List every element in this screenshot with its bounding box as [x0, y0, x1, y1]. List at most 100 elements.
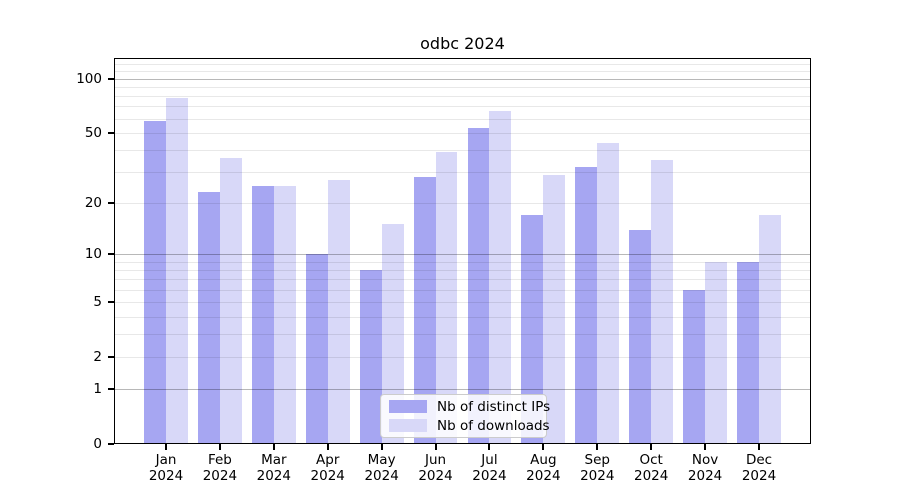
bar-downloads-may: [381, 224, 404, 444]
gridline-minor: [114, 172, 811, 174]
x-tick-month: Feb: [207, 452, 232, 468]
x-tick-mark: [704, 444, 707, 450]
x-tick-mark: [542, 444, 545, 450]
bar-downloads-aug: [543, 174, 566, 444]
x-tick-year: 2024: [687, 468, 723, 484]
x-tick-label: Mar 2024: [242, 452, 306, 484]
bar-downloads-apr: [327, 180, 350, 444]
x-tick-label: May 2024: [350, 452, 414, 484]
legend-swatch-downloads: [389, 419, 427, 432]
legend-label-downloads: Nb of downloads: [437, 417, 550, 434]
x-tick-mark: [380, 444, 383, 450]
gridline-minor: [114, 132, 811, 134]
x-tick-month: Jul: [481, 452, 498, 468]
chart-title: odbc 2024: [420, 34, 505, 53]
x-tick-label: Aug 2024: [511, 452, 575, 484]
x-tick-year: 2024: [741, 468, 777, 484]
x-tick-label: Dec 2024: [727, 452, 791, 484]
y-tick-label: 20: [84, 194, 102, 211]
x-tick-year: 2024: [526, 468, 561, 484]
bar-distinct-ips-nov: [683, 289, 706, 444]
bar-downloads-jun: [435, 151, 458, 444]
gridline-minor: [114, 316, 811, 318]
y-tick-mark: [108, 301, 114, 304]
bar-downloads-feb: [219, 158, 242, 444]
x-tick-month: Jun: [424, 452, 447, 468]
y-tick-label: 5: [93, 294, 102, 311]
bar-distinct-ips-apr: [305, 254, 328, 444]
x-tick-mark: [272, 444, 275, 450]
x-tick-label: Nov 2024: [673, 452, 737, 484]
x-tick-mark: [218, 444, 221, 450]
gridline-minor: [114, 202, 811, 204]
x-tick-mark: [434, 444, 437, 450]
x-tick-month: Dec: [745, 452, 773, 468]
gridline-minor: [114, 106, 811, 108]
plot-border: [114, 58, 811, 444]
legend-item-distinct-ips: Nb of distinct IPs: [389, 399, 550, 415]
gridline-minor: [114, 289, 811, 291]
x-tick-label: Oct 2024: [619, 452, 683, 484]
y-tick-mark: [108, 77, 114, 80]
bar-distinct-ips-mar: [251, 186, 274, 444]
x-tick-mark: [488, 444, 491, 450]
y-tick-mark: [108, 201, 114, 204]
x-tick-label: Jul 2024: [457, 452, 521, 484]
bar-downloads-nov: [705, 261, 727, 444]
x-tick-year: 2024: [472, 468, 507, 484]
x-tick-label: Sep 2024: [565, 452, 629, 484]
bar-distinct-ips-jan: [144, 121, 166, 444]
bar-downloads-jan: [166, 98, 188, 444]
gridline-minor: [114, 279, 811, 281]
x-tick-label: Feb 2024: [188, 452, 252, 484]
y-tick-mark: [108, 443, 114, 445]
legend-swatch-distinct-ips: [389, 400, 427, 413]
bar-downloads-jul: [489, 111, 512, 444]
x-tick-month: May: [367, 452, 396, 468]
bar-distinct-ips-jul: [467, 128, 490, 444]
x-tick-mark: [758, 444, 760, 450]
y-tick-label: 50: [84, 124, 102, 141]
gridline-major: [114, 389, 811, 391]
x-tick-month: Oct: [639, 452, 663, 468]
x-tick-year: 2024: [310, 468, 345, 484]
x-tick-mark: [650, 444, 653, 450]
gridline-minor: [114, 149, 811, 151]
x-tick-year: 2024: [580, 468, 615, 484]
gridline-minor: [114, 86, 811, 88]
bar-downloads-sep: [597, 142, 620, 444]
gridline-minor: [114, 270, 811, 272]
y-tick-mark: [108, 388, 114, 391]
bar-downloads-mar: [273, 186, 296, 444]
x-tick-year: 2024: [418, 468, 453, 484]
x-tick-mark: [165, 444, 167, 450]
y-tick-mark: [108, 131, 114, 134]
legend-label-distinct-ips: Nb of distinct IPs: [437, 398, 551, 415]
x-tick-mark: [326, 444, 329, 450]
y-tick-label: 10: [84, 246, 102, 263]
y-tick-label: 2: [93, 349, 102, 366]
y-tick-label: 0: [93, 436, 102, 452]
y-tick-label: 100: [76, 70, 102, 87]
x-tick-year: 2024: [148, 468, 184, 484]
bar-distinct-ips-may: [359, 270, 382, 444]
x-tick-mark: [596, 444, 599, 450]
x-tick-month: Aug: [530, 452, 557, 468]
bar-downloads-dec: [759, 215, 781, 444]
x-tick-year: 2024: [202, 468, 238, 484]
y-tick-label: 1: [93, 381, 102, 398]
bar-distinct-ips-oct: [629, 229, 652, 444]
x-tick-month: Mar: [261, 452, 287, 468]
gridline-minor: [114, 357, 811, 359]
gridline-minor: [114, 261, 811, 263]
x-tick-month: Jan: [155, 452, 177, 468]
x-tick-month: Sep: [584, 452, 610, 468]
bar-distinct-ips-dec: [737, 261, 759, 444]
x-tick-year: 2024: [633, 468, 669, 484]
x-tick-month: Nov: [691, 452, 719, 468]
gridline-major: [114, 78, 811, 80]
x-tick-label: Jun 2024: [404, 452, 468, 484]
gridline-minor: [114, 64, 811, 66]
bar-distinct-ips-feb: [198, 192, 220, 444]
